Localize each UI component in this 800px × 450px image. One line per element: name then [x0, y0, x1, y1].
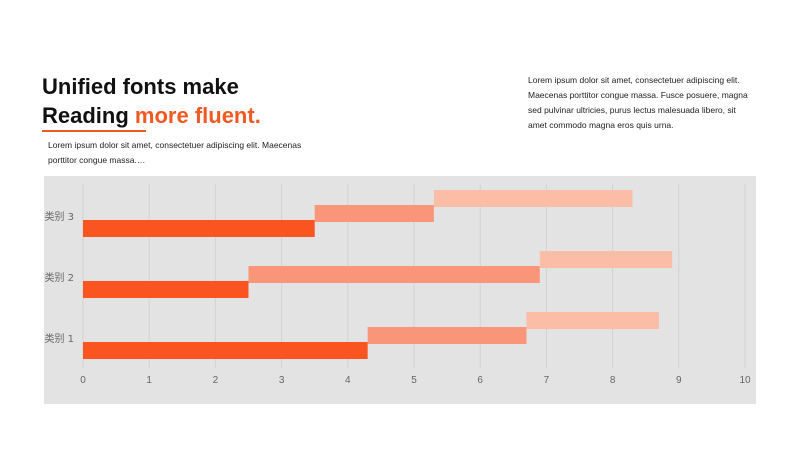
x-tick-label: 8 [610, 375, 616, 386]
title-line-2-accent: more fluent. [134, 103, 261, 128]
x-tick-label: 2 [213, 375, 219, 386]
title-underline [42, 130, 146, 132]
bar-segment-3-category-3 [433, 190, 633, 207]
intro-paragraph: Lorem ipsum dolor sit amet, consectetuer… [48, 140, 302, 165]
bar-segment-1-category-2 [83, 281, 249, 298]
title-line-1: Unified fonts make [42, 74, 239, 99]
category-label: 类别 3 [44, 210, 74, 223]
x-tick-label: 9 [676, 375, 682, 386]
chart-panel: 类别 1 类别 2 类别 3 0 1 2 3 4 5 6 7 8 9 10 [44, 176, 756, 404]
x-tick-label: 10 [739, 375, 751, 386]
bar-segment-1-category-3 [83, 220, 315, 237]
x-tick-label: 3 [279, 375, 285, 386]
bar-segment-2-category-3 [314, 205, 434, 222]
category-label: 类别 1 [44, 332, 74, 345]
bar-segment-2-category-1 [367, 327, 527, 344]
bar-segment-1-category-1 [83, 342, 368, 359]
bar-segment-3-category-1 [526, 312, 659, 329]
x-tick-label: 7 [544, 375, 550, 386]
title-line-2: Reading more fluent. [42, 101, 261, 130]
x-tick-label: 1 [146, 375, 152, 386]
x-tick-label: 4 [345, 375, 351, 386]
page-title: Unified fonts make Reading more fluent. [42, 72, 261, 130]
category-label: 类别 2 [44, 271, 74, 284]
bar-chart: 类别 1 类别 2 类别 3 0 1 2 3 4 5 6 7 8 9 10 [44, 184, 751, 386]
x-tick-label: 5 [411, 375, 417, 386]
bar-segment-3-category-2 [539, 251, 673, 268]
side-paragraph: Lorem ipsum dolor sit amet, consectetuer… [528, 75, 748, 130]
title-line-2-plain: Reading [42, 103, 135, 128]
x-tick-label: 0 [80, 375, 86, 386]
bar-segment-2-category-2 [248, 266, 540, 283]
x-tick-label: 6 [477, 375, 483, 386]
